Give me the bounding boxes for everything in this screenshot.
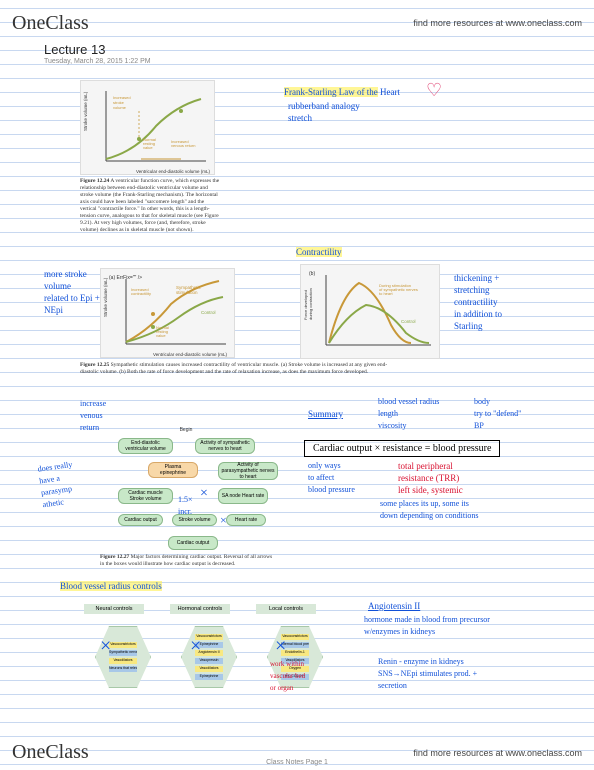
figure-12-25-caption: Figure 12.25 Sympathetic stimulation cau… (80, 362, 400, 376)
note-up-down: some places its up, some its down depend… (380, 498, 540, 522)
x-mark-icon: × (100, 640, 111, 652)
flow-box: Activity of sympathetic nerves to heart (195, 438, 255, 454)
x-mark-icon: × (200, 488, 208, 500)
note-thickening: thickening + stretching contractility in… (454, 272, 544, 332)
note-rubberband: rubberband analogy stretch (288, 100, 360, 124)
flow-box: Begin (175, 425, 197, 435)
flow-box: Cardiac muscle Stroke volume (118, 488, 173, 504)
flow-box: End-diastolic ventricular volume (118, 438, 173, 454)
hex-title: Hormonal controls (170, 604, 230, 614)
header-link[interactable]: find more resources at www.oneclass.com (413, 18, 582, 28)
svg-text:volume: volume (113, 105, 127, 110)
x-mark-icon: × (275, 640, 286, 652)
svg-text:(b): (b) (309, 271, 315, 277)
note-stroke-volume-epi: more stroke volume related to Epi + NEpi (44, 268, 114, 316)
note-summary: Summary (308, 408, 343, 420)
flow-box: Cardiac output (168, 536, 218, 550)
flow-box: Plasma epinephrine (148, 462, 198, 478)
note-renin: Renin - enzyme in kidneys SNS→NEpi stimu… (378, 656, 548, 692)
page-meta: Tuesday, March 28, 2015 1:22 PM (44, 58, 151, 65)
note-blood-vessel-radius: blood vessel radius length viscosity (378, 396, 458, 432)
page-title: Lecture 13 (44, 42, 105, 57)
chart-2a-svg: Sympathetic stimulation Control Increase… (101, 269, 236, 359)
page-number: Class Notes Page 1 (266, 759, 328, 766)
fig-text: Sympathetic stimulation causes increased… (80, 362, 387, 375)
note-frank-starling: Frank-Starling Law of the Heart (284, 86, 400, 98)
figure-12-27-caption: Figure 12.27 Major factors determining c… (100, 554, 275, 568)
figure-12-24: Ventricular end-diastolic volume (mL) St… (80, 80, 215, 175)
footer-link[interactable]: find more resources at www.oneclass.com (413, 748, 582, 758)
svg-text:during contraction: during contraction (308, 288, 313, 320)
svg-text:Stroke volume (mL): Stroke volume (mL) (83, 91, 88, 131)
logo-class: Class (45, 12, 88, 34)
svg-text:venous return: venous return (171, 143, 195, 148)
note-text: Contractility (296, 247, 342, 257)
figure-12-25a: Sympathetic stimulation Control Increase… (100, 268, 235, 358)
svg-text:stimulation: stimulation (176, 290, 198, 295)
x-mark-icon: × (190, 640, 201, 652)
svg-text:Control: Control (201, 310, 216, 315)
figure-12-25b: During stimulation of sympathetic nerves… (300, 264, 440, 359)
fig-label: Figure 12.25 (80, 362, 109, 368)
flow-box: Heart rate (226, 514, 266, 526)
header: OneClass find more resources at www.onec… (0, 8, 594, 38)
svg-text:contractility: contractility (131, 291, 151, 296)
chart-1-svg: Ventricular end-diastolic volume (mL) St… (81, 81, 216, 176)
note-blood-vessel-title: Blood vessel radius controls (60, 580, 162, 592)
svg-text:value: value (143, 145, 153, 150)
svg-text:Control: Control (401, 319, 416, 324)
chart-2b-svg: During stimulation of sympathetic nerves… (301, 265, 441, 360)
note-contractility-title: Contractility (296, 246, 342, 258)
logo: OneClass (12, 12, 89, 35)
note-parasympathetic: does really have a parasymp athetic (37, 457, 93, 511)
flow-box: Cardiac output (118, 514, 163, 526)
svg-text:to heart: to heart (379, 291, 393, 296)
note-tpr: total peripheral resistance (TRR) left s… (398, 460, 518, 496)
note-hormone: hormone made in blood from precursor w/e… (364, 614, 544, 638)
figure-12-24-caption: Figure 12.24 A ventricular function curv… (80, 178, 220, 234)
heart-icon: ♡ (426, 80, 442, 101)
svg-text:value: value (156, 333, 166, 338)
note-1-5x: 1.5× incr. (178, 494, 193, 518)
fig-text: A ventricular function curve, which expr… (80, 178, 219, 233)
fig-label: Figure 12.24 (80, 178, 109, 184)
flow-box: Activity of parasympathetic nerves to he… (218, 462, 278, 480)
flow-box: SA node Heart rate (218, 488, 268, 504)
note-work-within: work within vascular bed or organ (270, 658, 340, 694)
note-defend-bp: body try to "defend" BP (474, 396, 544, 432)
hex-title: Neural controls (84, 604, 144, 614)
logo-one: One (12, 12, 45, 34)
fig-label: Figure 12.27 (100, 554, 129, 560)
equation-box: Cardiac output × resistance = blood pres… (304, 440, 500, 457)
logo-footer: OneClass (12, 741, 89, 764)
note-text: Heart (380, 87, 400, 97)
svg-text:Ventricular end-diastolic volu: Ventricular end-diastolic volume (mL) (136, 169, 211, 174)
x-mark-icon: × (220, 514, 227, 526)
logo-class: Class (45, 741, 88, 763)
note-angiotensin: Angiotensin II (368, 600, 420, 612)
logo-one: One (12, 741, 45, 763)
hex-title: Local controls (256, 604, 316, 614)
note-only-ways: only ways to affect blood pressure (308, 460, 378, 496)
note-text: Frank-Starling Law of the (284, 87, 378, 97)
note-venous-return: increase venous return (80, 398, 130, 434)
svg-text:Ventricular end-diastolic volu: Ventricular end-diastolic volume (mL) (153, 352, 228, 357)
note-text: Blood vessel radius controls (60, 581, 162, 591)
